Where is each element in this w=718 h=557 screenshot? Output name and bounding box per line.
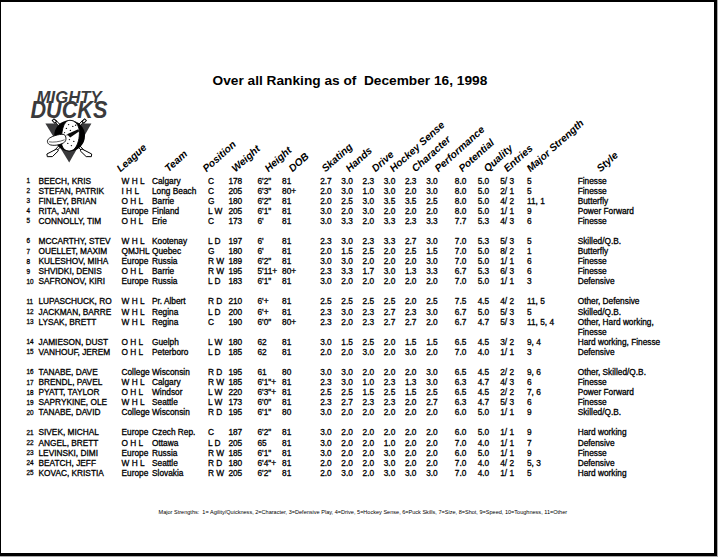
svg-text:DUCKS: DUCKS bbox=[30, 96, 108, 123]
